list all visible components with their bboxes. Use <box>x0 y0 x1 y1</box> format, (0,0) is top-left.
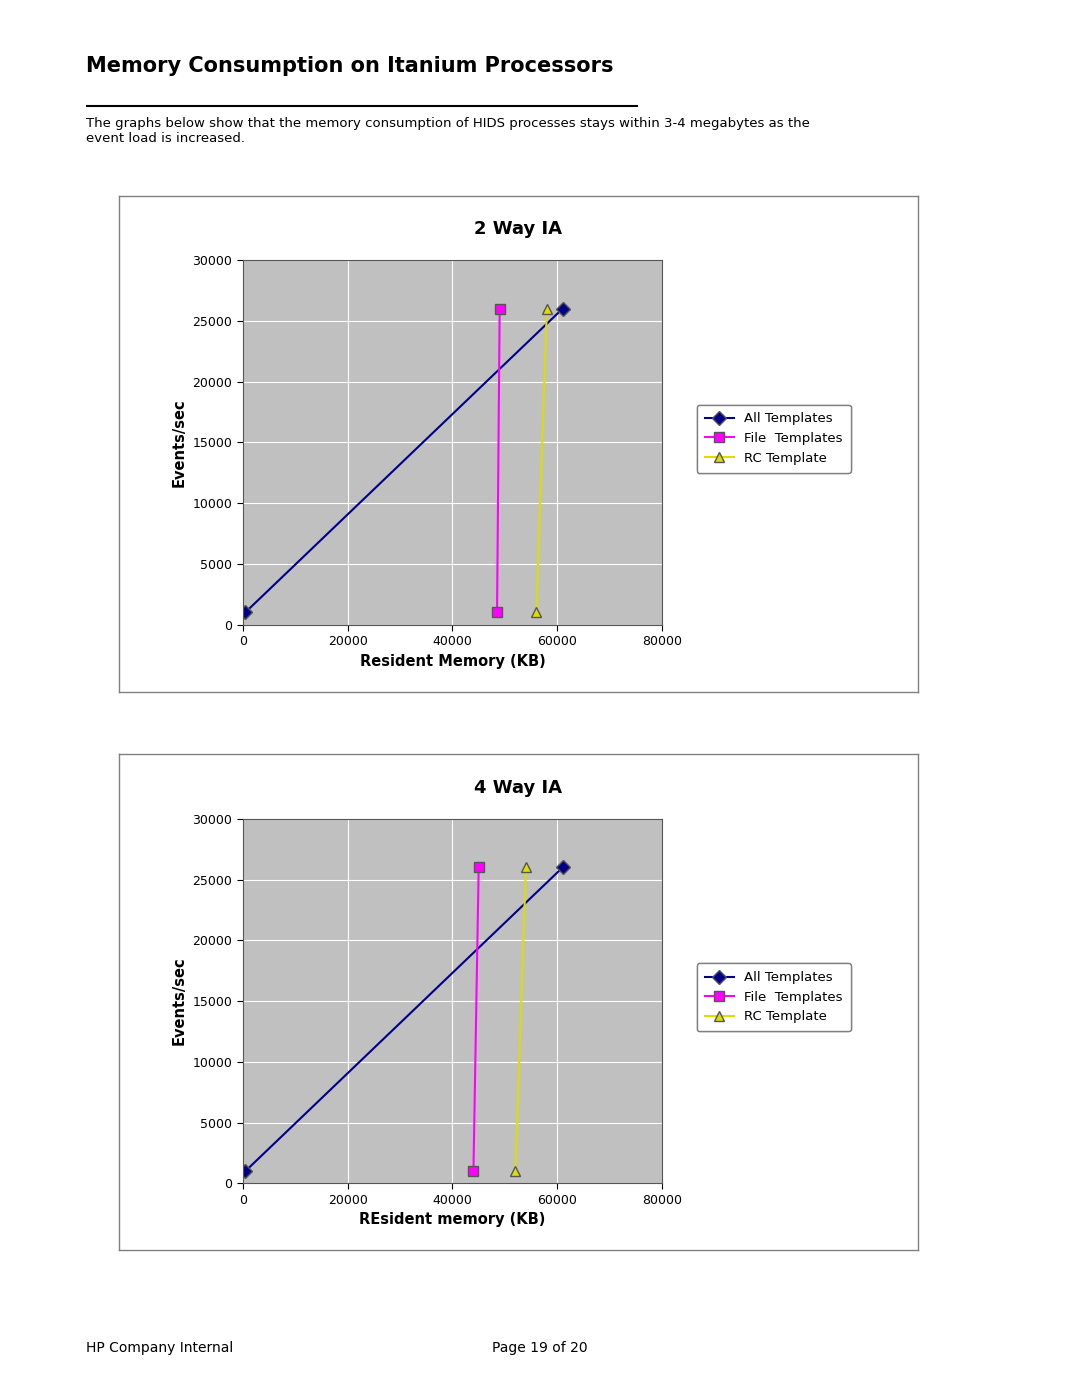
Y-axis label: Events/sec: Events/sec <box>172 957 187 1045</box>
Text: The graphs below show that the memory consumption of HIDS processes stays within: The graphs below show that the memory co… <box>86 117 810 145</box>
X-axis label: Resident Memory (KB): Resident Memory (KB) <box>360 654 545 669</box>
Text: Page 19 of 20: Page 19 of 20 <box>492 1341 588 1355</box>
Text: 4 Way IA: 4 Way IA <box>474 780 563 798</box>
Text: 2 Way IA: 2 Way IA <box>474 221 563 239</box>
X-axis label: REsident memory (KB): REsident memory (KB) <box>360 1213 545 1228</box>
Legend: All Templates, File  Templates, RC Template: All Templates, File Templates, RC Templa… <box>697 964 851 1031</box>
Text: HP Company Internal: HP Company Internal <box>86 1341 233 1355</box>
Text: Memory Consumption on Itanium Processors: Memory Consumption on Itanium Processors <box>86 56 613 75</box>
Legend: All Templates, File  Templates, RC Template: All Templates, File Templates, RC Templa… <box>697 405 851 472</box>
Y-axis label: Events/sec: Events/sec <box>172 398 187 486</box>
